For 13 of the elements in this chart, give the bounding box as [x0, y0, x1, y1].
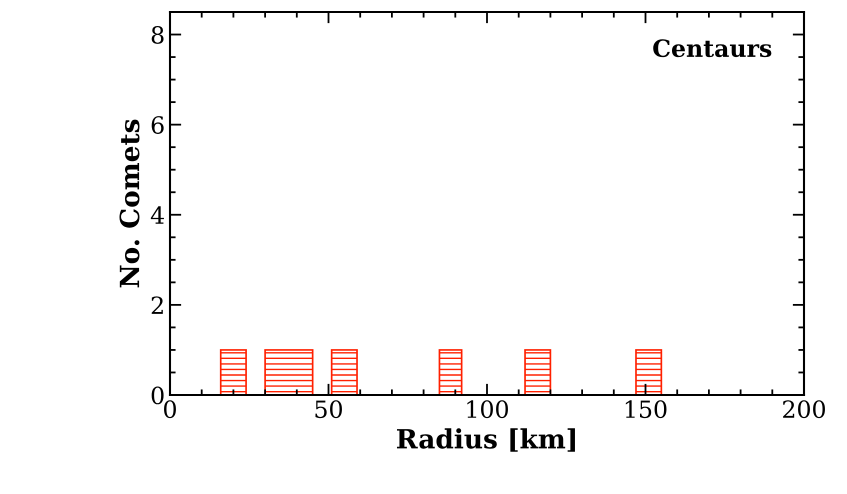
- x-tick-label: 150: [626, 400, 666, 418]
- y-tick-label: 6: [152, 116, 164, 134]
- annotation: Centaurs: [653, 39, 772, 58]
- x-tick-label: 200: [783, 400, 825, 418]
- y-tick-label: 4: [150, 206, 164, 224]
- x-tick-label: 0: [164, 400, 176, 418]
- y-axis-title: No. Comets: [119, 120, 140, 288]
- y-tick-label: 0: [152, 386, 164, 404]
- x-axis-title: Radius [km]: [396, 428, 575, 452]
- y-tick-label: 2: [152, 296, 163, 314]
- x-tick-label: 100: [467, 400, 508, 418]
- y-tick-label: 8: [152, 26, 164, 44]
- x-tick-label: 50: [315, 400, 342, 418]
